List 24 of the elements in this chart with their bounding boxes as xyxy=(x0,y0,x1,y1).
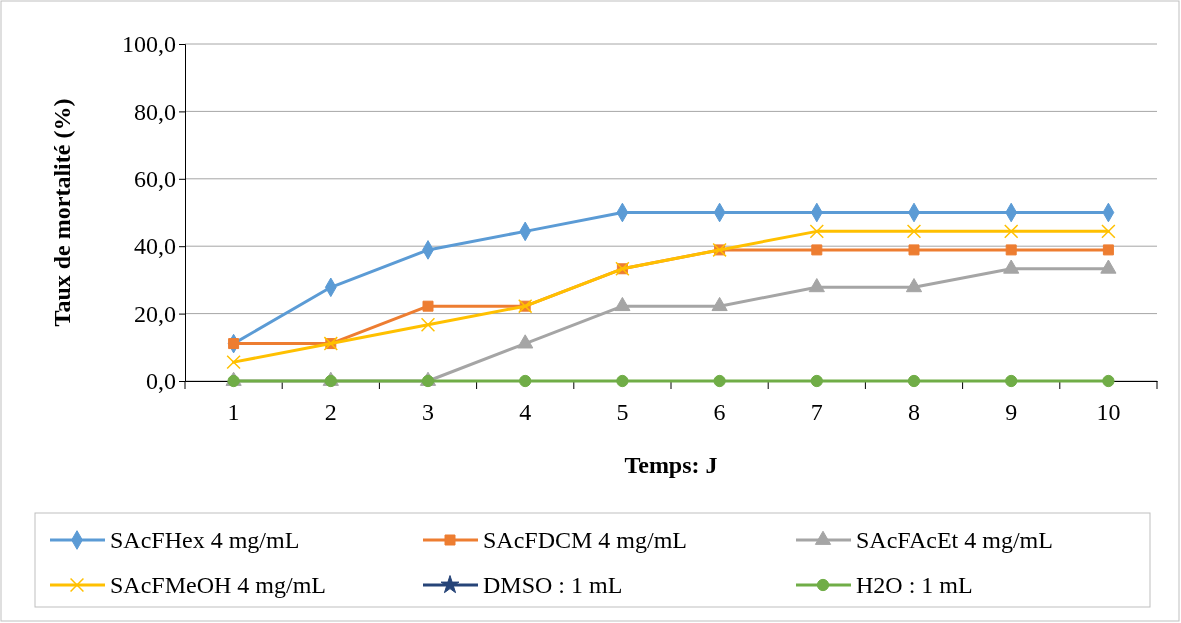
y-axis-title: Taux de mortalité (%) xyxy=(49,98,75,327)
y-tick-label: 80,0 xyxy=(134,98,176,125)
x-tick-label: 4 xyxy=(519,399,532,426)
y-tick-label: 40,0 xyxy=(134,233,176,260)
legend-label: DMSO : 1 mL xyxy=(483,572,623,598)
x-tick-label: 8 xyxy=(908,399,920,426)
x-tick-label: 3 xyxy=(422,399,434,426)
x-tick-label: 9 xyxy=(1005,399,1018,426)
y-tick-label: 60,0 xyxy=(134,165,176,192)
x-axis-title: Temps: J xyxy=(624,452,718,478)
x-tick-label: 5 xyxy=(616,399,629,426)
y-tick-label: 0,0 xyxy=(146,368,176,395)
y-tick-label: 100,0 xyxy=(122,31,176,58)
x-tick-label: 1 xyxy=(227,399,240,426)
legend-label: SAcFHex 4 mg/mL xyxy=(110,527,300,553)
legend-label: SAcFAcEt 4 mg/mL xyxy=(856,527,1053,553)
x-tick-label: 6 xyxy=(713,399,726,426)
x-tick-label: 10 xyxy=(1096,399,1121,426)
legend-label: SAcFMeOH 4 mg/mL xyxy=(110,572,326,598)
x-tick-label: 7 xyxy=(810,399,823,426)
legend-label: SAcFDCM 4 mg/mL xyxy=(483,527,688,553)
legend-label: H2O : 1 mL xyxy=(856,572,973,598)
y-tick-label: 20,0 xyxy=(134,300,176,327)
x-tick-label: 2 xyxy=(324,399,337,426)
